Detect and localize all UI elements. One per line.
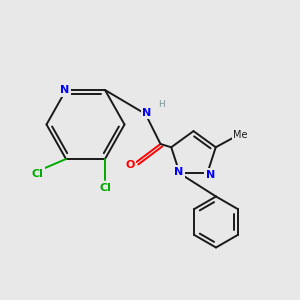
Text: N: N xyxy=(174,167,183,177)
Text: O: O xyxy=(125,160,135,170)
Text: H: H xyxy=(158,100,164,109)
Text: N: N xyxy=(142,107,152,118)
Text: N: N xyxy=(60,85,69,95)
Text: Cl: Cl xyxy=(32,169,44,179)
Text: Cl: Cl xyxy=(100,183,112,194)
Text: N: N xyxy=(206,170,215,180)
Text: N: N xyxy=(60,85,69,95)
Text: Me: Me xyxy=(233,130,248,140)
